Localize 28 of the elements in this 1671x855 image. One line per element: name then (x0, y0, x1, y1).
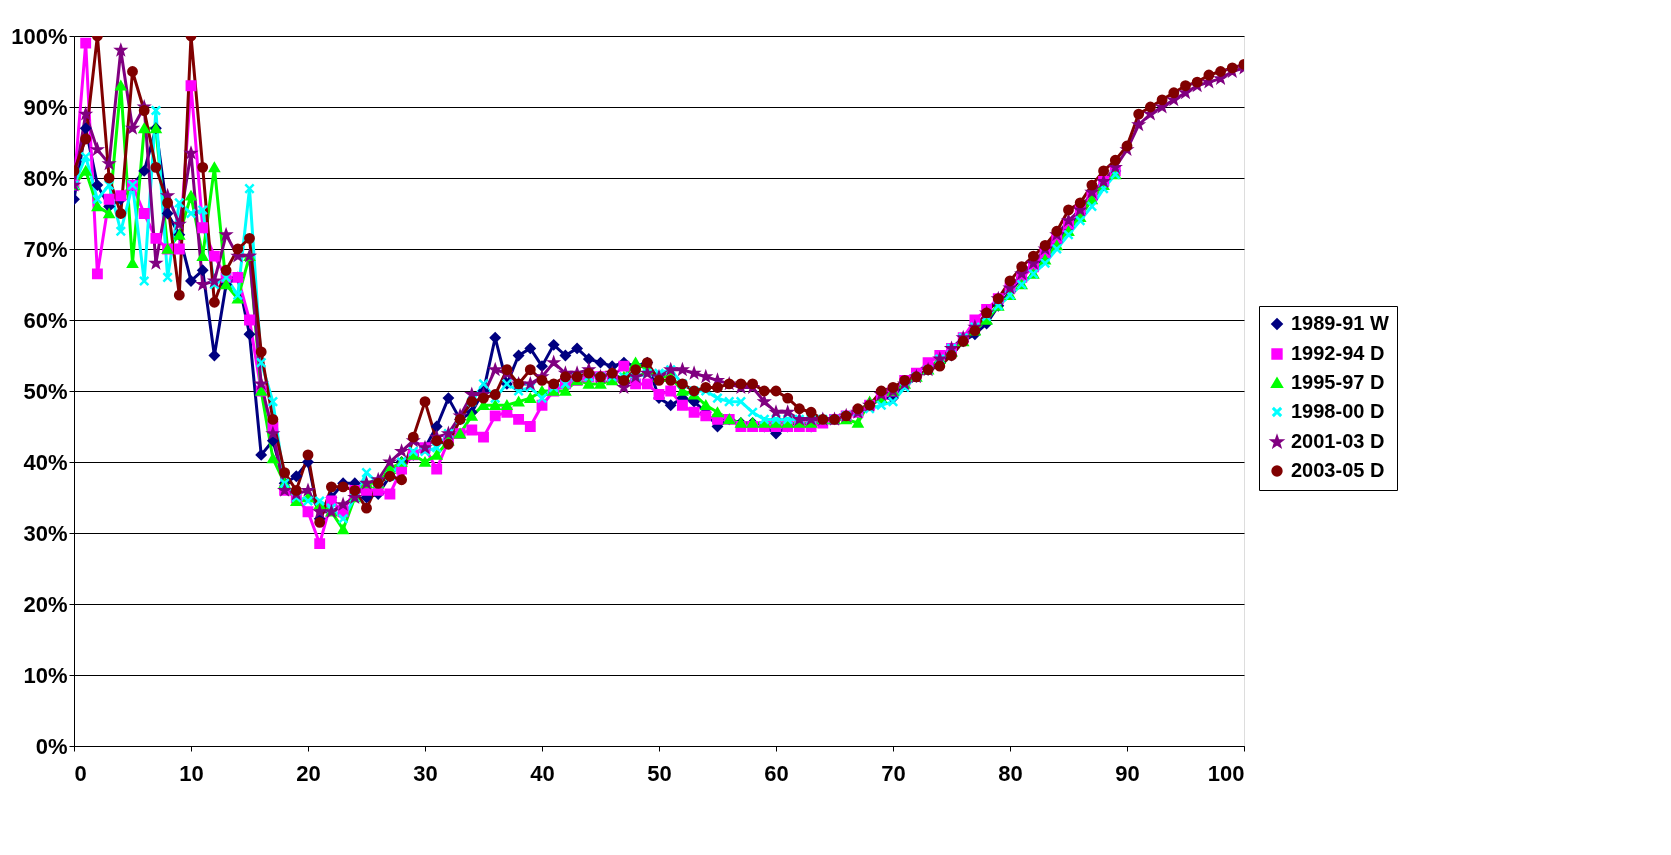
x-tick-label: 50 (647, 760, 672, 786)
y-tick-label: 0% (35, 733, 68, 759)
y-tick-label: 30% (23, 520, 68, 546)
x-tick-label: 70 (881, 760, 906, 786)
x-tick-label: 100 (1207, 760, 1245, 786)
legend-label: 1995-97 D (1291, 371, 1385, 393)
y-tick-label: 90% (23, 94, 68, 120)
y-tick-label: 100% (11, 23, 68, 49)
y-tick-label: 70% (23, 236, 68, 262)
x-tick-label: 80 (998, 760, 1023, 786)
y-tick-label: 80% (23, 165, 68, 191)
x-tick-label: 20 (296, 760, 321, 786)
legend-label: 1989-91 W (1291, 312, 1389, 334)
y-tick-label: 10% (23, 662, 68, 688)
legend-label: 1998-00 D (1291, 400, 1385, 422)
x-tick-label: 30 (413, 760, 438, 786)
x-tick-label: 90 (1115, 760, 1140, 786)
y-tick-label: 50% (23, 378, 68, 404)
x-tick-label: 0 (74, 760, 87, 786)
y-tick-label: 20% (23, 591, 68, 617)
y-tick-label: 60% (23, 307, 68, 333)
legend-label: 2001-03 D (1291, 430, 1385, 452)
legend-label: 1992-94 D (1291, 342, 1385, 364)
legend-label: 2003-05 D (1291, 459, 1385, 481)
x-tick-label: 10 (179, 760, 204, 786)
x-tick-label: 40 (530, 760, 555, 786)
x-tick-label: 60 (764, 760, 789, 786)
y-tick-label: 40% (23, 449, 68, 475)
